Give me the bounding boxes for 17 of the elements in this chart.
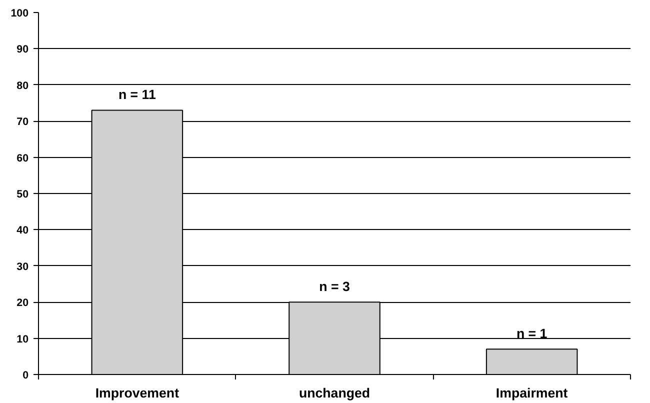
y-tick-label: 70	[16, 116, 29, 128]
annotation: n = 11	[118, 87, 156, 102]
annotation: n = 3	[319, 279, 350, 294]
y-tick-label: 40	[16, 224, 29, 237]
y-tick-label: 20	[16, 297, 29, 310]
y-tick-label: 90	[16, 44, 29, 56]
y-tick-label: 0	[22, 370, 29, 382]
y-tick-label: 100	[10, 8, 29, 20]
x-tick-label: Improvement	[95, 386, 180, 400]
y-tick-label: 50	[16, 188, 29, 200]
x-tick-label: Impairment	[496, 386, 568, 400]
x-tick-label: unchanged	[298, 386, 370, 400]
y-tick-label: 30	[16, 260, 29, 273]
y-tick-label: 60	[16, 152, 29, 164]
y-tick-label: 80	[16, 80, 29, 92]
y-tick-label: 10	[16, 333, 29, 346]
annotation: n = 1	[516, 326, 548, 342]
